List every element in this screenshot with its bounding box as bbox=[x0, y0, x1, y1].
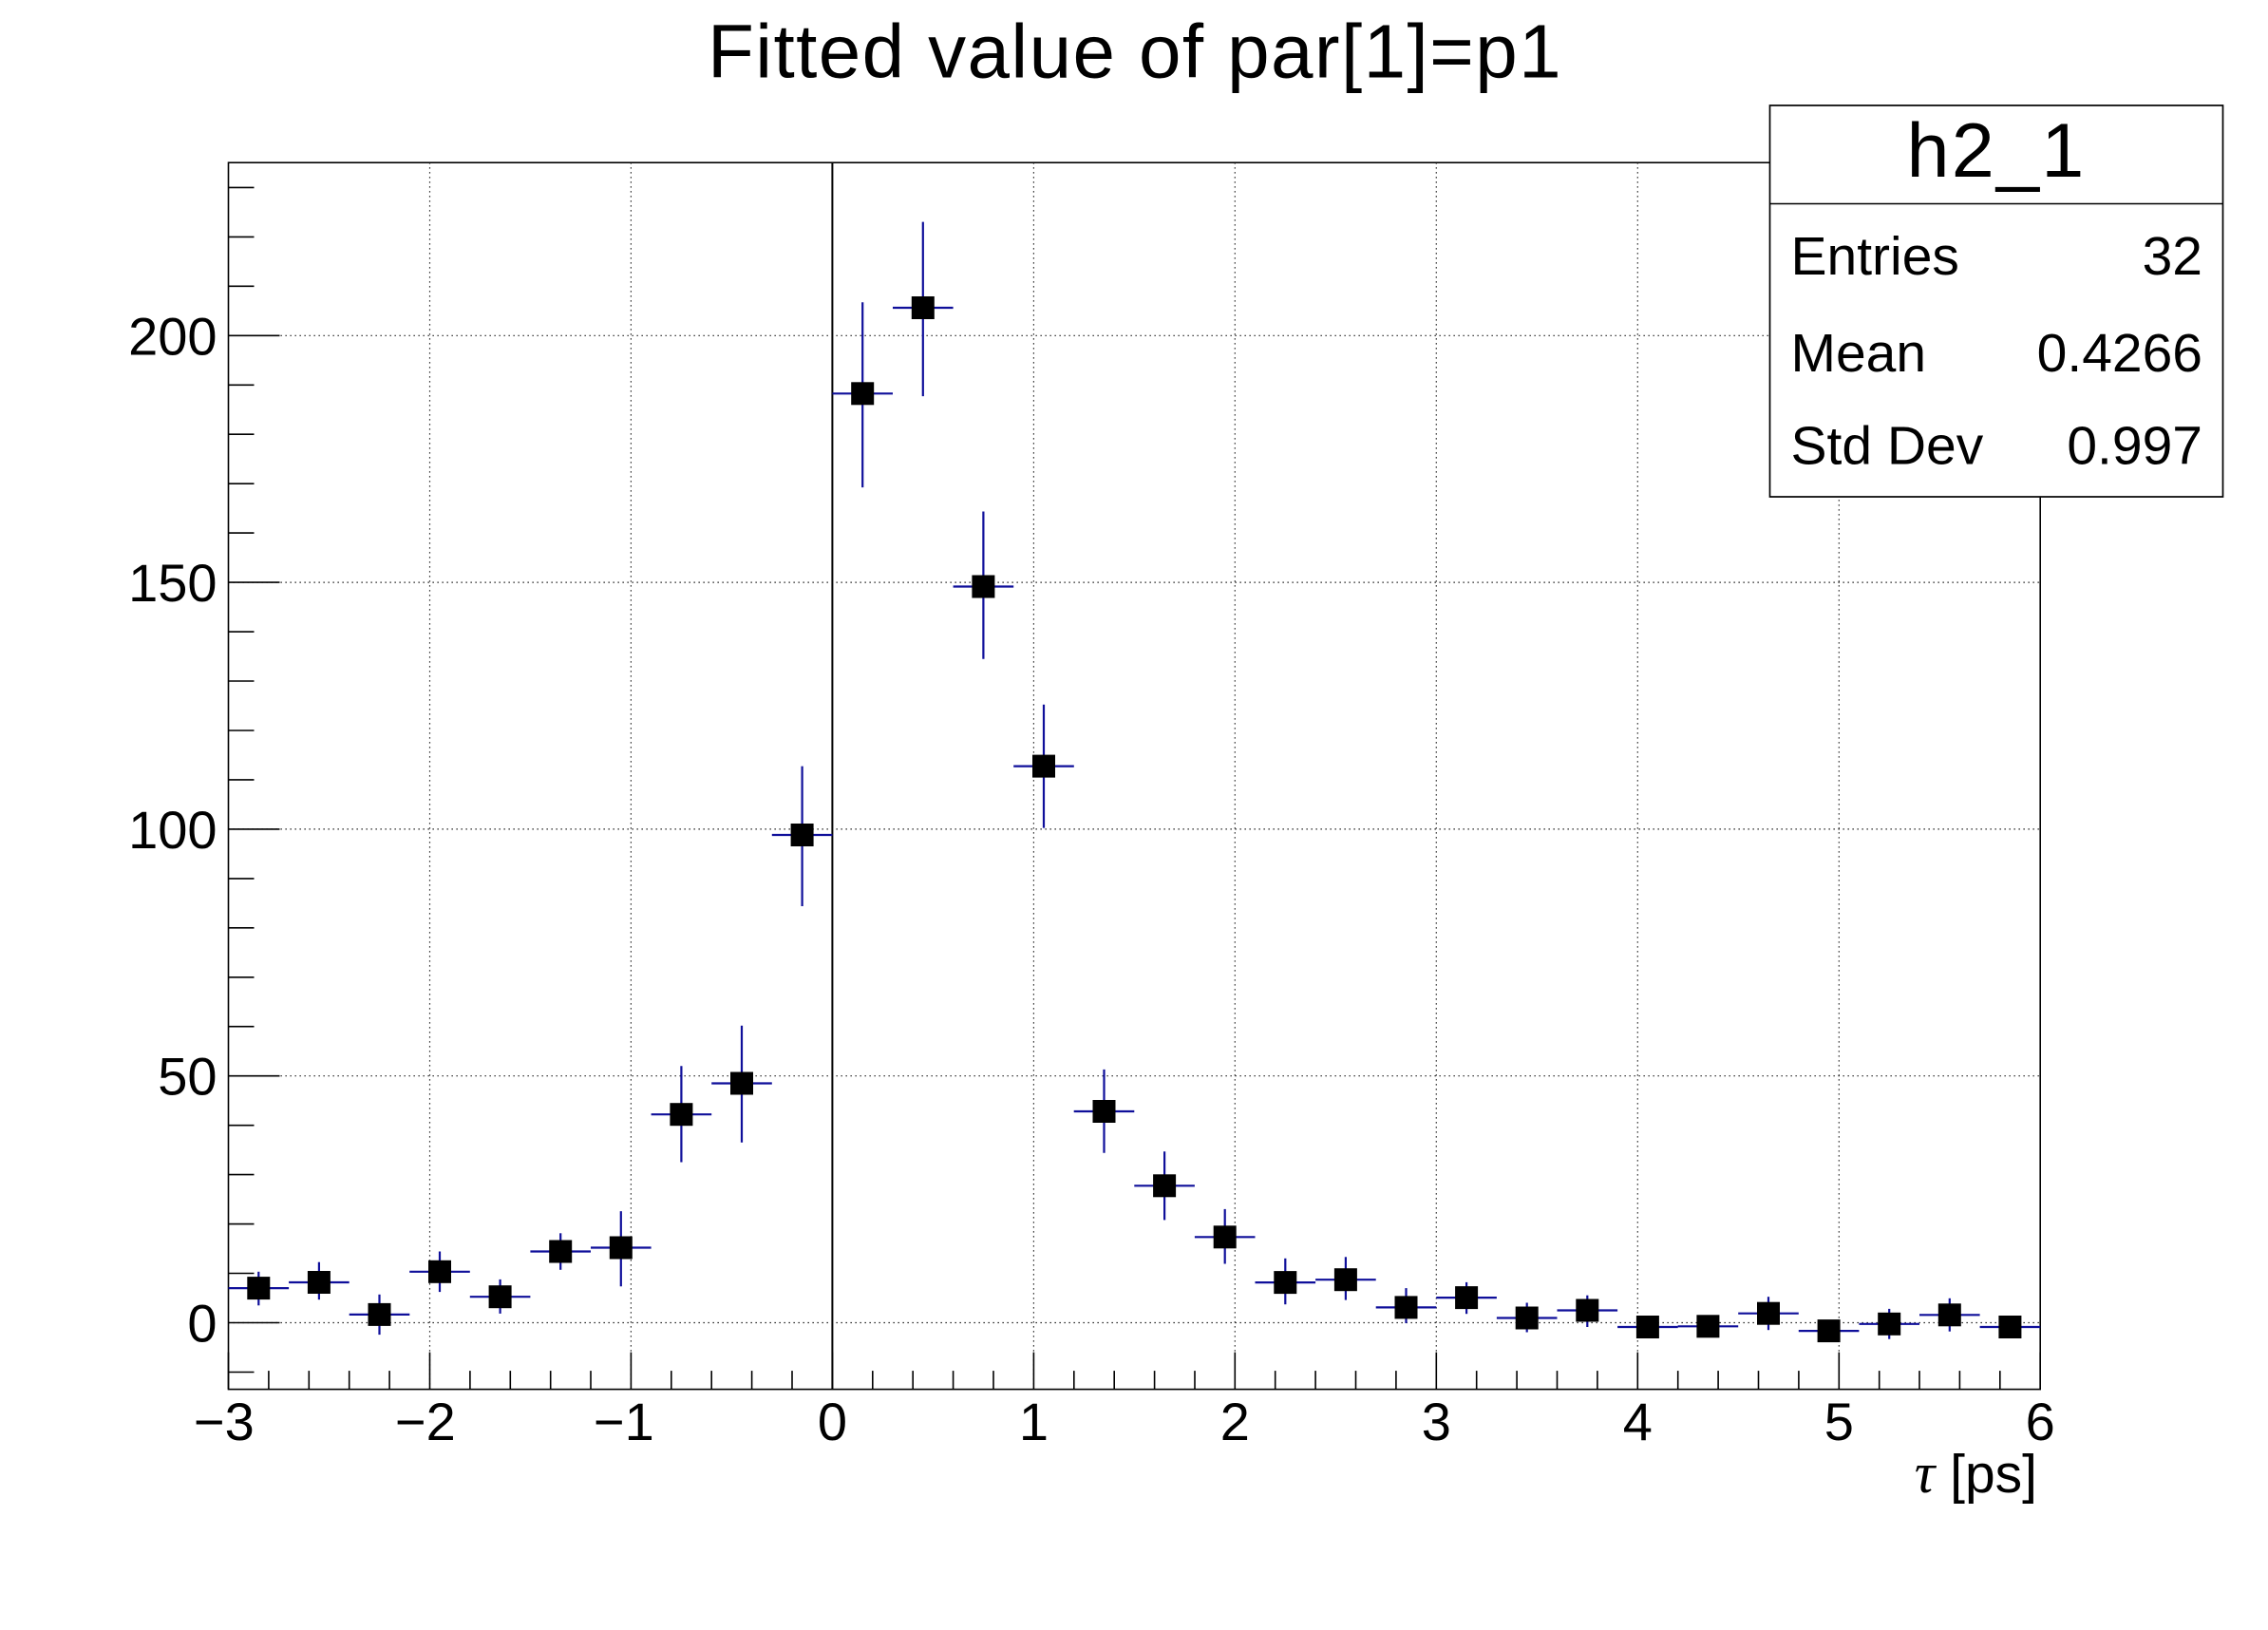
svg-text:Std Dev: Std Dev bbox=[1791, 416, 1984, 477]
svg-text:0: 0 bbox=[818, 1392, 847, 1451]
svg-text:3: 3 bbox=[1422, 1392, 1451, 1451]
svg-text:−1: −1 bbox=[594, 1392, 654, 1451]
svg-text:τ [ps]: τ [ps] bbox=[1915, 1442, 2037, 1505]
svg-text:0.4266: 0.4266 bbox=[2037, 323, 2202, 384]
svg-text:2: 2 bbox=[1220, 1392, 1250, 1451]
svg-text:100: 100 bbox=[128, 800, 217, 860]
svg-text:−3: −3 bbox=[194, 1392, 255, 1451]
svg-text:5: 5 bbox=[1824, 1392, 1854, 1451]
svg-text:0: 0 bbox=[187, 1294, 217, 1354]
svg-text:Entries: Entries bbox=[1791, 226, 1959, 287]
svg-text:1: 1 bbox=[1019, 1392, 1049, 1451]
svg-text:50: 50 bbox=[158, 1047, 217, 1107]
svg-text:Fitted value of par[1]=p1: Fitted value of par[1]=p1 bbox=[708, 9, 1562, 94]
svg-text:150: 150 bbox=[128, 553, 217, 613]
svg-text:−2: −2 bbox=[395, 1392, 456, 1451]
svg-text:32: 32 bbox=[2143, 226, 2202, 287]
svg-text:4: 4 bbox=[1623, 1392, 1653, 1451]
svg-text:h2_1: h2_1 bbox=[1907, 108, 2087, 194]
svg-text:6: 6 bbox=[2026, 1392, 2055, 1451]
svg-text:200: 200 bbox=[128, 306, 217, 366]
svg-text:0.997: 0.997 bbox=[2067, 416, 2202, 477]
svg-text:Mean: Mean bbox=[1791, 323, 1927, 384]
